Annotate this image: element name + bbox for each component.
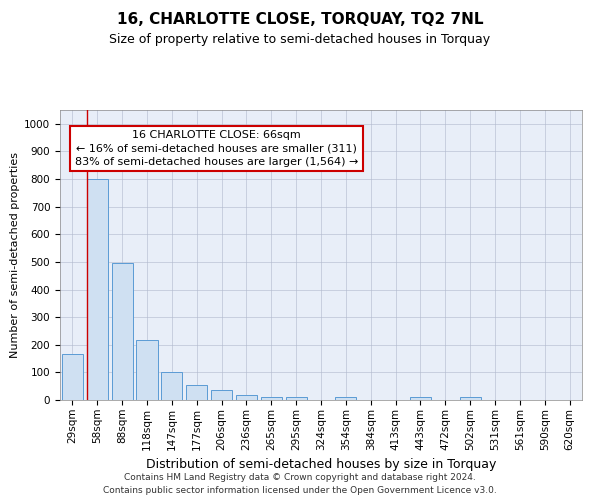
Bar (112, 262, 133, 400)
Bar (236, 395, 257, 400)
Bar (460, 397, 481, 400)
Text: Size of property relative to semi-detached houses in Torquay: Size of property relative to semi-detach… (109, 32, 491, 46)
Text: 16, CHARLOTTE CLOSE, TORQUAY, TQ2 7NL: 16, CHARLOTTE CLOSE, TORQUAY, TQ2 7NL (117, 12, 483, 28)
Bar (136, 340, 158, 400)
Bar (410, 397, 431, 400)
Bar (186, 385, 207, 400)
Y-axis label: Number of semi-detached properties: Number of semi-detached properties (10, 152, 20, 358)
Bar (335, 397, 356, 400)
Text: Contains HM Land Registry data © Crown copyright and database right 2024.
Contai: Contains HM Land Registry data © Crown c… (103, 474, 497, 495)
Text: 16 CHARLOTTE CLOSE: 66sqm
← 16% of semi-detached houses are smaller (311)
83% of: 16 CHARLOTTE CLOSE: 66sqm ← 16% of semi-… (75, 130, 358, 166)
X-axis label: Distribution of semi-detached houses by size in Torquay: Distribution of semi-detached houses by … (146, 458, 496, 471)
Bar (62, 354, 83, 400)
Bar (161, 372, 182, 400)
Bar (261, 397, 282, 400)
Bar (211, 390, 232, 400)
Bar (286, 397, 307, 400)
Bar (87, 179, 108, 400)
